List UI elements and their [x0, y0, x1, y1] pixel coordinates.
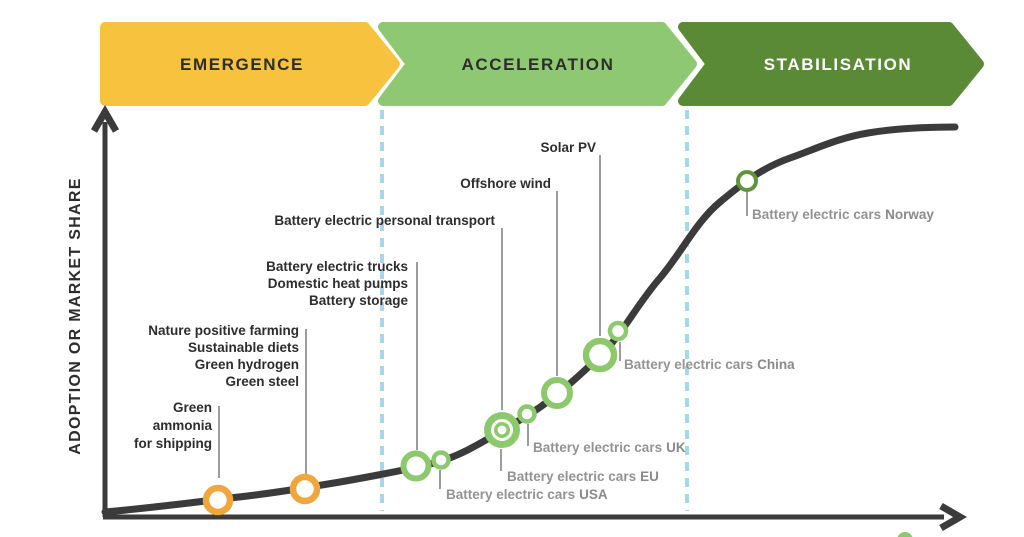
- label-cars-eu-text: Battery electric cars: [507, 469, 637, 484]
- annotation-line: Green: [172, 400, 212, 415]
- marker-cars-uk: [517, 404, 537, 424]
- phase-title-emergence: EMERGENCE: [180, 55, 304, 74]
- marker-emergence-group: [289, 473, 321, 505]
- annotation-emergence-group: Nature positive farming Sustainable diet…: [148, 322, 299, 390]
- label-cars-eu-country: EU: [640, 469, 659, 484]
- annotation-line: Green steel: [225, 374, 299, 389]
- marker-green-ammonia: [202, 484, 234, 516]
- annotation-solar-pv: Solar PV: [540, 139, 596, 156]
- annotation-line: for shipping: [134, 436, 212, 451]
- label-cars-norway-country: Norway: [885, 207, 934, 222]
- annotation-personal-transport: Battery electric personal transport: [274, 212, 495, 229]
- y-axis-arrow-icon: [90, 105, 120, 133]
- phase-divider-lines: [380, 110, 689, 511]
- banner-emergence-shape: [100, 22, 400, 106]
- label-cars-uk-text: Battery electric cars: [533, 440, 663, 455]
- label-cars-eu: Battery electric cars EU: [507, 469, 659, 484]
- marker-solar-pv: [582, 337, 618, 373]
- label-cars-usa-text: Battery electric cars: [446, 487, 576, 502]
- x-axis-arrow-icon: [939, 502, 967, 532]
- label-cars-norway: Battery electric cars Norway: [752, 207, 934, 222]
- label-cars-china: Battery electric cars China: [624, 357, 795, 372]
- annotation-line: ammonia: [152, 418, 212, 433]
- y-axis-title: ADOPTION OR MARKET SHARE: [67, 177, 84, 455]
- marker-offshore-wind: [541, 377, 573, 409]
- phase-title-acceleration: ACCELERATION: [461, 55, 615, 74]
- label-cars-china-text: Battery electric cars: [624, 357, 754, 372]
- label-cars-china-country: China: [757, 357, 795, 372]
- annotation-line: Sustainable diets: [187, 340, 299, 355]
- phase-banners: [100, 22, 984, 106]
- annotation-acceleration-group: Battery electric trucks Domestic heat pu…: [266, 258, 408, 309]
- annotation-offshore-wind: Offshore wind: [460, 175, 551, 192]
- label-cars-usa: Battery electric cars USA: [446, 487, 608, 502]
- marker-cars-usa: [431, 450, 451, 470]
- annotation-line: Domestic heat pumps: [267, 276, 408, 291]
- label-cars-uk-country: UK: [666, 440, 686, 455]
- label-cars-usa-country: USA: [579, 487, 608, 502]
- marker-cars-china: [607, 320, 629, 342]
- marker-cars-norway: [736, 170, 758, 192]
- banner-acceleration-shape: [378, 22, 697, 106]
- annotation-green-ammonia: Green ammonia for shipping: [134, 399, 212, 453]
- label-cars-uk: Battery electric cars UK: [533, 440, 686, 455]
- annotation-line: Battery electric trucks: [266, 259, 408, 274]
- curve-markers: [202, 170, 913, 537]
- axes: [90, 105, 967, 532]
- annotation-line: Green hydrogen: [194, 357, 299, 372]
- label-cars-norway-text: Battery electric cars: [752, 207, 882, 222]
- leader-lines: [218, 155, 748, 489]
- annotation-line: Offshore wind: [460, 176, 551, 191]
- annotation-line: Battery storage: [308, 293, 408, 308]
- annotation-line: Solar PV: [540, 140, 596, 155]
- phase-title-stabilisation: STABILISATION: [763, 55, 913, 74]
- marker-cutoff-dot: [897, 532, 913, 537]
- marker-acceleration-group: [400, 450, 432, 482]
- banner-stabilisation-shape: [678, 22, 984, 106]
- annotation-line: Nature positive farming: [148, 323, 299, 338]
- marker-personal-transport-eu-inner: [494, 422, 510, 438]
- annotation-line: Battery electric personal transport: [274, 213, 495, 228]
